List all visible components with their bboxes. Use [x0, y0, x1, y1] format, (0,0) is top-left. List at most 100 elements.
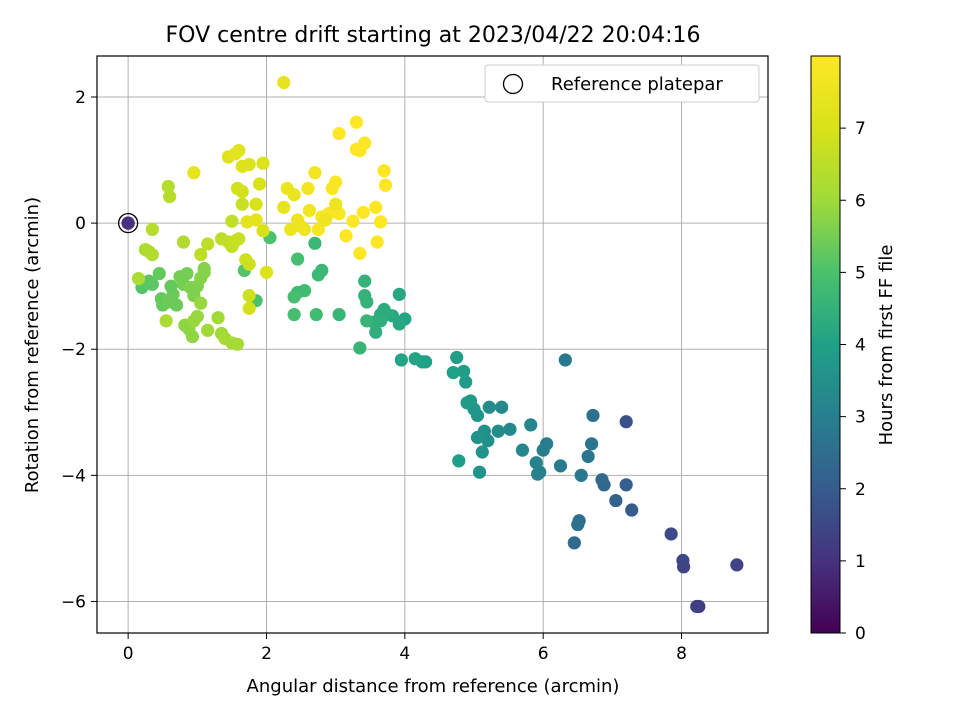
- y-tick-label: −6: [61, 592, 86, 612]
- data-point: [609, 493, 623, 508]
- data-point: [242, 301, 256, 315]
- data-point: [585, 437, 599, 451]
- x-tick-label: 4: [399, 644, 410, 664]
- data-point: [225, 214, 239, 228]
- data-point: [664, 527, 678, 541]
- legend-box: [484, 64, 760, 103]
- data-point: [197, 265, 211, 279]
- data-point: [277, 75, 291, 90]
- data-point: [284, 222, 298, 237]
- data-point: [619, 415, 633, 429]
- data-point: [595, 473, 609, 487]
- data-point: [625, 503, 639, 517]
- data-point: [374, 215, 388, 229]
- data-point: [161, 179, 175, 194]
- data-point: [581, 449, 595, 464]
- data-point: [690, 599, 704, 614]
- data-point: [235, 159, 249, 173]
- data-point: [531, 467, 545, 481]
- legend-entry: Reference platepar: [551, 74, 723, 95]
- data-point: [259, 265, 274, 279]
- data-point: [302, 203, 316, 218]
- data-point: [358, 274, 372, 288]
- colorbar-tick-label: 6: [855, 191, 866, 211]
- data-point: [332, 126, 346, 141]
- colorbar-tick-label: 4: [855, 336, 866, 356]
- data-point: [408, 352, 422, 366]
- data-point: [567, 536, 581, 550]
- data-point: [356, 205, 370, 219]
- colorbar-tick-label: 3: [855, 408, 866, 428]
- data-point: [452, 454, 466, 468]
- data-point: [252, 177, 267, 191]
- data-point: [460, 396, 474, 410]
- data-point: [311, 222, 325, 237]
- data-point: [353, 341, 367, 355]
- data-point: [194, 248, 208, 262]
- reference-ring: [117, 212, 139, 234]
- data-point: [145, 248, 159, 262]
- colorbar: 0 1 2 3 4 5 6 7 Hours from first FF file: [810, 55, 897, 644]
- data-point: [287, 290, 301, 304]
- data-point: [308, 236, 322, 250]
- data-point: [228, 147, 242, 161]
- data-point: [369, 325, 383, 339]
- data-point: [360, 314, 374, 328]
- data-point: [353, 246, 367, 260]
- data-point: [180, 266, 194, 281]
- data-point: [358, 136, 372, 150]
- x-axis-label: Angular distance from reference (arcmin): [247, 676, 620, 697]
- data-point: [619, 478, 633, 492]
- data-point: [185, 330, 200, 344]
- data-point: [291, 252, 305, 266]
- data-point: [169, 298, 184, 312]
- data-point: [152, 266, 166, 281]
- data-point: [457, 364, 471, 378]
- colorbar-gradient: [810, 55, 841, 634]
- plot-frame: [96, 55, 769, 634]
- data-point: [524, 418, 538, 432]
- data-point: [349, 115, 364, 129]
- data-point: [164, 279, 178, 293]
- y-axis-ticks: −6 −4 −2 0 2: [61, 88, 97, 612]
- colorbar-tick-label: 1: [855, 552, 866, 572]
- data-point: [536, 443, 550, 457]
- x-tick-label: 0: [123, 644, 134, 664]
- data-point: [472, 465, 487, 479]
- data-point: [378, 178, 393, 192]
- data-point: [235, 197, 249, 211]
- x-tick-label: 2: [261, 644, 272, 664]
- data-point: [194, 296, 208, 310]
- data-point: [176, 235, 191, 249]
- y-tick-label: 0: [75, 214, 86, 234]
- colorbar-label: Hours from first FF file: [876, 245, 897, 446]
- reference-point: [121, 216, 135, 230]
- data-point: [256, 156, 270, 170]
- data-point: [529, 456, 543, 470]
- data-point: [159, 314, 173, 328]
- legend-marker: [502, 73, 524, 95]
- data-point: [201, 237, 215, 251]
- data-point: [358, 289, 372, 303]
- data-point: [301, 181, 315, 196]
- data-point: [346, 214, 360, 228]
- data-point: [232, 232, 246, 246]
- scatter-points: [121, 75, 744, 614]
- data-point: [475, 445, 489, 459]
- data-point: [145, 277, 159, 291]
- y-tick-label: −2: [61, 340, 86, 360]
- data-point: [163, 190, 177, 204]
- colorbar-tick-label: 2: [855, 480, 866, 500]
- data-point: [470, 430, 485, 445]
- data-point: [491, 424, 505, 438]
- colorbar-tick-label: 7: [855, 119, 866, 139]
- colorbar-tick-label: 5: [855, 263, 866, 283]
- data-point: [311, 268, 325, 282]
- data-point: [482, 400, 496, 414]
- y-tick-label: 2: [75, 88, 86, 108]
- data-point: [332, 307, 346, 322]
- data-point: [230, 181, 245, 196]
- colorbar-ticks: 0 1 2 3 4 5 6 7: [840, 119, 866, 644]
- data-point: [297, 222, 312, 237]
